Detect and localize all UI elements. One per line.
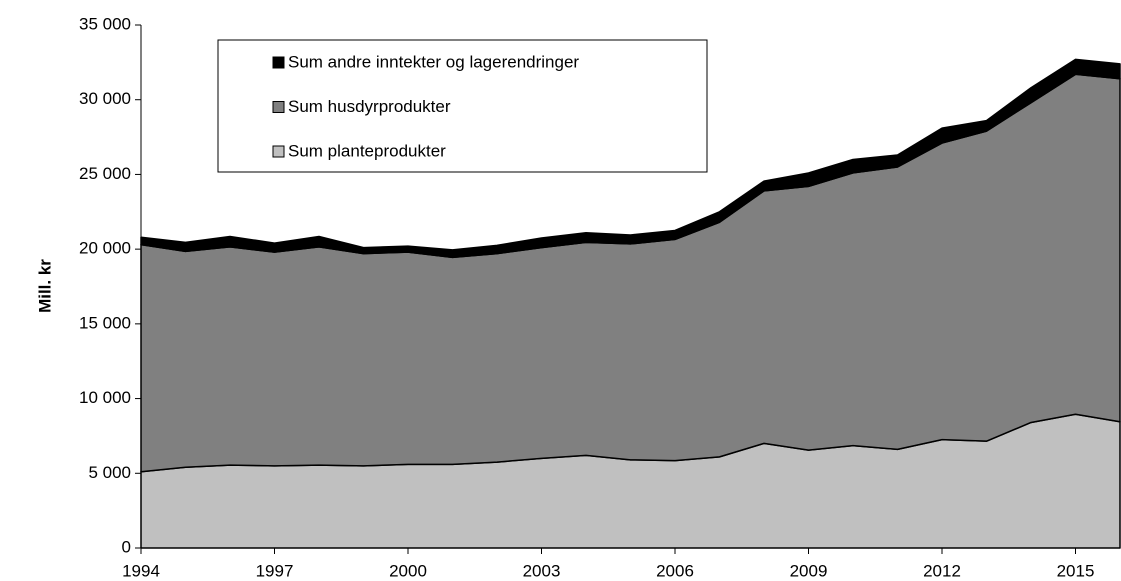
legend-swatch: [272, 101, 285, 113]
x-tick-label: 2009: [790, 561, 828, 580]
y-tick-label: 5 000: [88, 463, 131, 482]
x-tick-label: 2006: [656, 561, 694, 580]
legend-label: Sum husdyrprodukter: [288, 97, 451, 116]
y-tick-label: 15 000: [79, 313, 131, 332]
x-tick-label: 2000: [389, 561, 427, 580]
x-tick-label: 2003: [523, 561, 561, 580]
legend-swatch: [272, 145, 285, 158]
x-tick-label: 1997: [256, 561, 294, 580]
y-tick-label: 20 000: [79, 239, 131, 258]
x-tick-label: 2012: [923, 561, 961, 580]
legend-label: Sum planteprodukter: [288, 141, 446, 160]
y-tick-label: 35 000: [79, 14, 131, 33]
y-axis-label: Mill. kr: [35, 259, 54, 313]
y-tick-label: 0: [122, 537, 131, 556]
area: [140, 58, 1121, 259]
x-tick-label: 2015: [1057, 561, 1095, 580]
legend-swatch: [272, 56, 285, 69]
y-tick-label: 25 000: [79, 164, 131, 183]
legend-label: Sum andre inntekter og lagerendringer: [288, 52, 579, 71]
x-tick-label: 1994: [122, 561, 160, 580]
y-tick-label: 30 000: [79, 89, 131, 108]
legend-box: [217, 39, 708, 173]
y-tick-label: 10 000: [79, 388, 131, 407]
